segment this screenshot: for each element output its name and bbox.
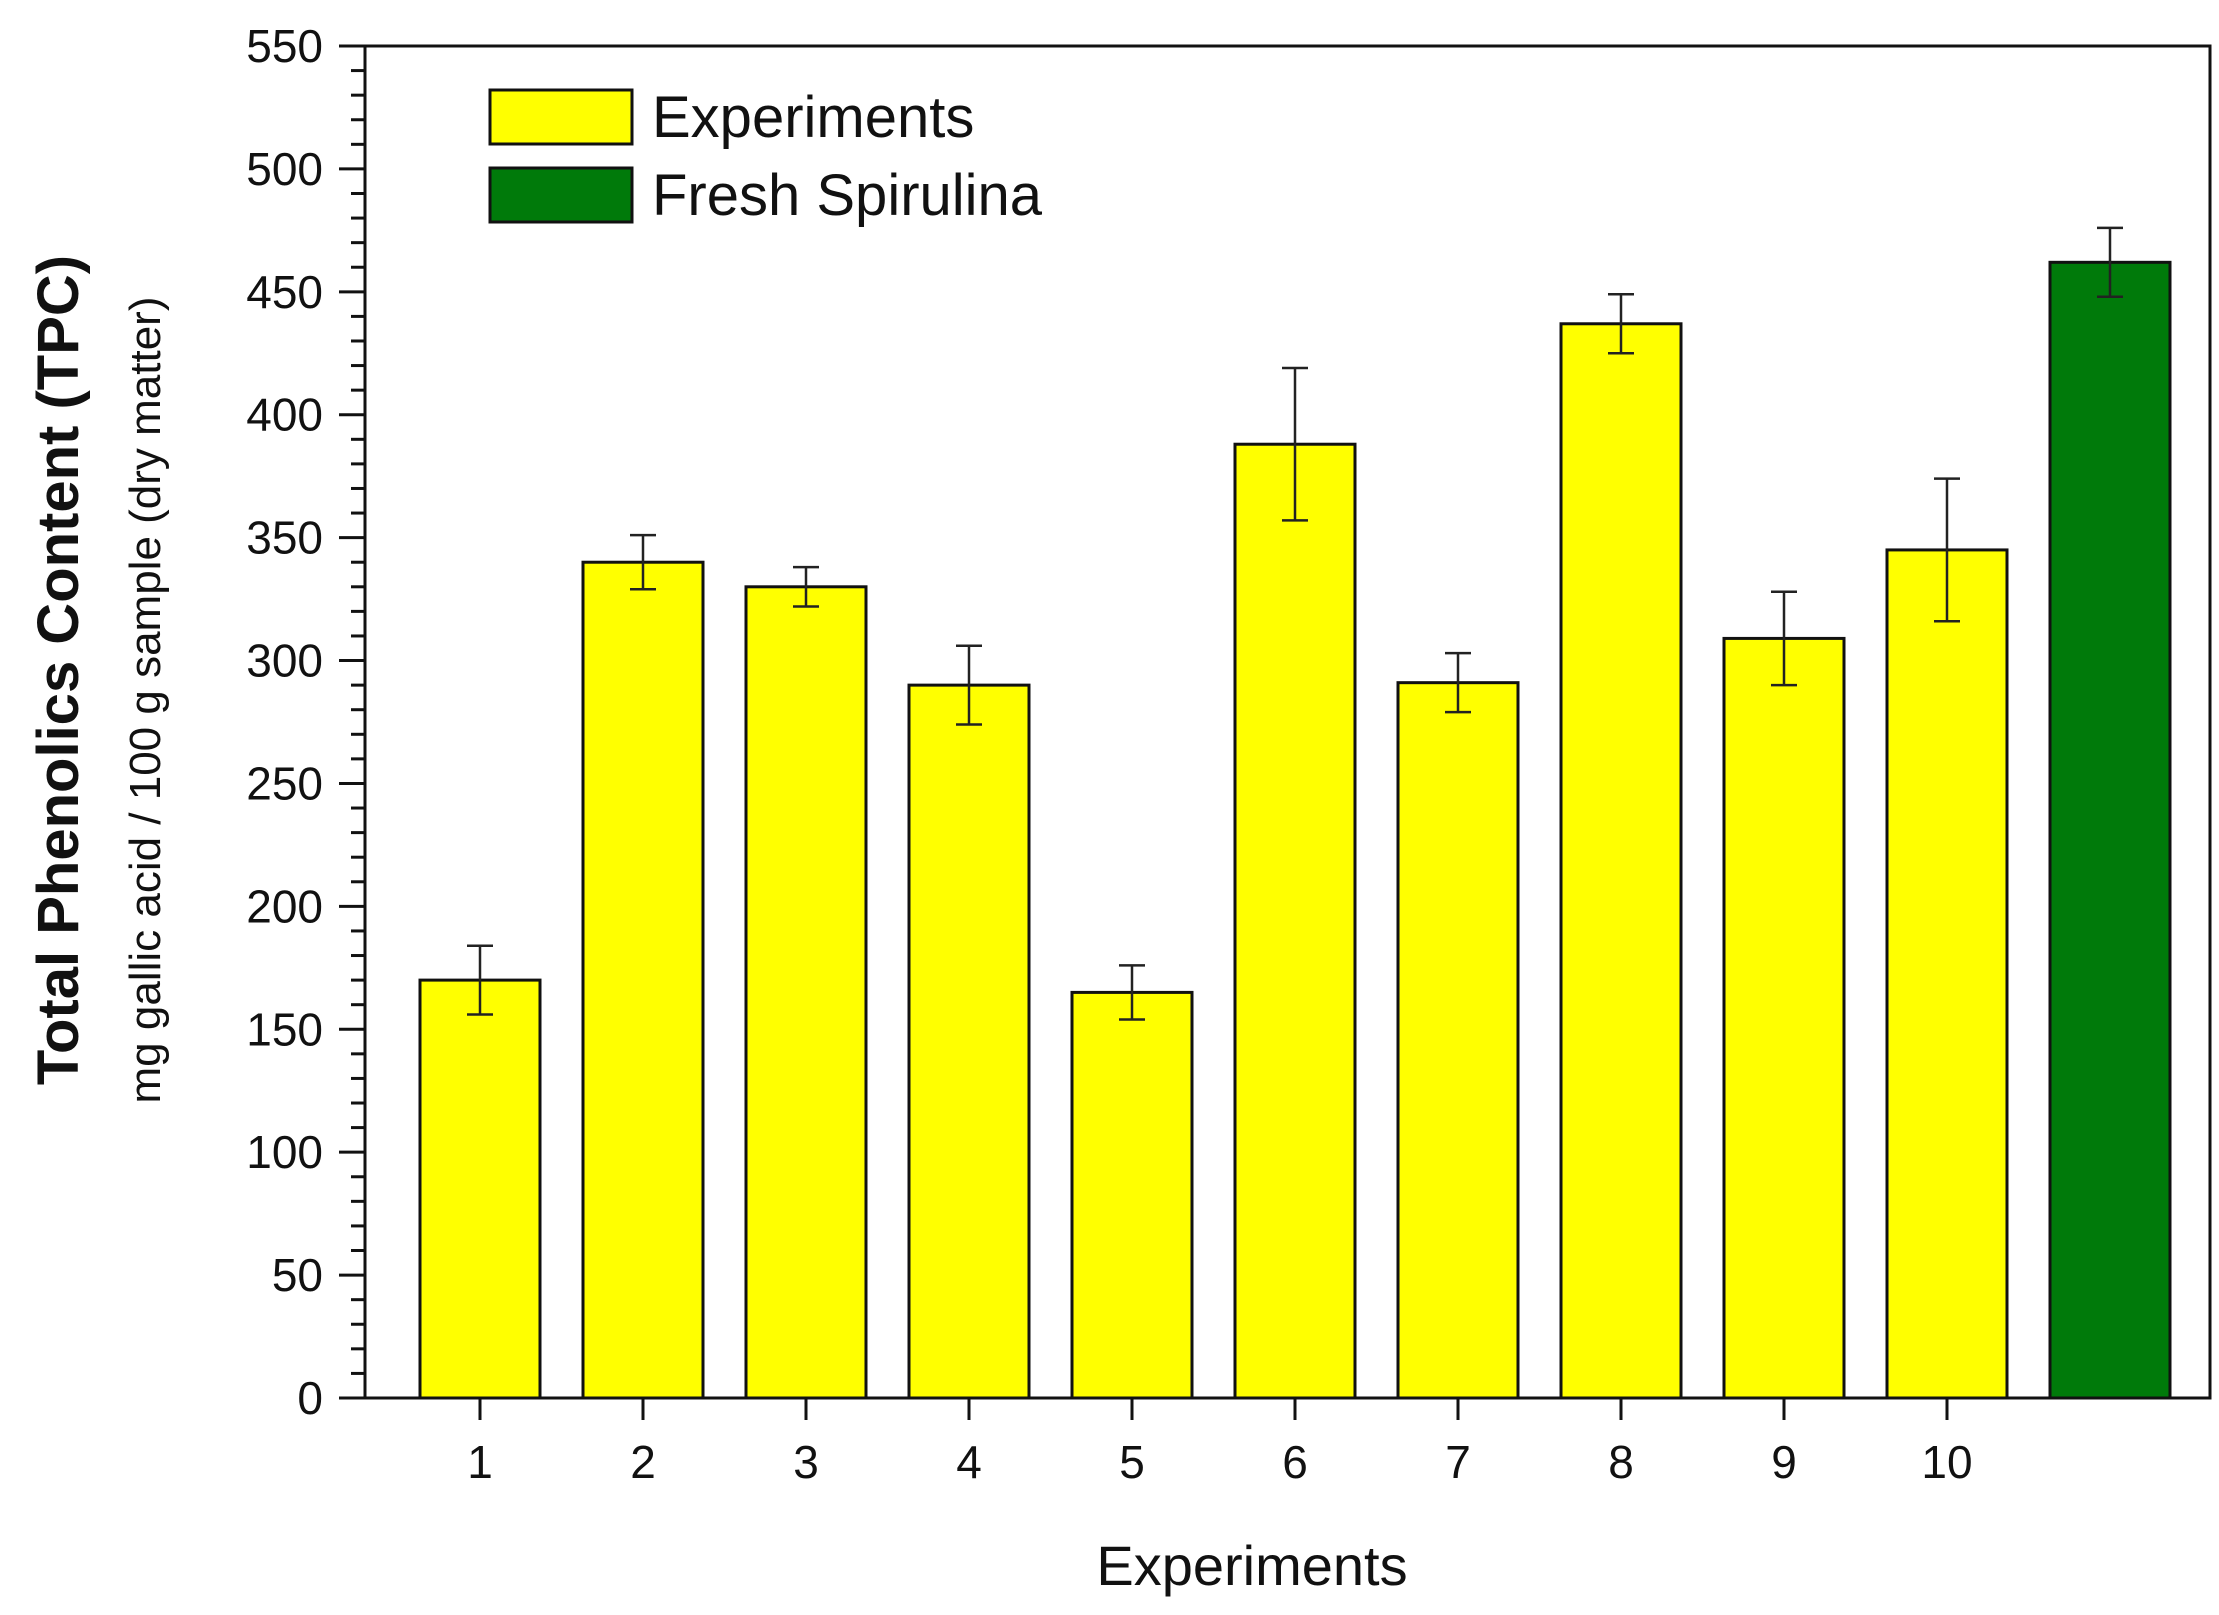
legend-label-fresh-spirulina: Fresh Spirulina <box>652 163 1043 228</box>
bar-experiment-3 <box>744 585 868 1400</box>
x-tick-label-3: 3 <box>793 1436 819 1488</box>
x-axis-ticks: 1 2 3 4 5 6 7 8 9 10 <box>467 1398 1973 1488</box>
bar-experiment-4 <box>907 683 1031 1400</box>
x-tick-label-4: 4 <box>956 1436 982 1488</box>
x-tick-label-8: 8 <box>1608 1436 1634 1488</box>
y-axis-subtitle: mg gallic acid / 100 g sample (dry matte… <box>121 297 170 1104</box>
bar-experiment-10 <box>1885 548 2009 1400</box>
x-tick-label-6: 6 <box>1282 1436 1308 1488</box>
legend: Experiments Fresh Spirulina <box>488 85 1043 228</box>
bar-experiment-7 <box>1396 681 1520 1400</box>
y-axis-title: Total Phenolics Content (TPC) <box>26 255 91 1085</box>
legend-label-experiments: Experiments <box>652 85 974 150</box>
y-tick-label-150: 150 <box>246 1003 323 1055</box>
bar-experiment-5 <box>1070 990 1194 1400</box>
bar-experiment-9 <box>1722 636 1846 1400</box>
bar-experiment-6 <box>1233 442 1357 1400</box>
error-bars-group <box>467 226 2123 1021</box>
plot-frame <box>363 44 2212 1400</box>
y-tick-label-200: 200 <box>246 880 323 932</box>
y-tick-label-400: 400 <box>246 389 323 441</box>
bar-experiment-2 <box>581 560 705 1400</box>
bar-experiment-8 <box>1559 322 1683 1400</box>
y-tick-label-350: 350 <box>246 512 323 564</box>
y-tick-label-450: 450 <box>246 266 323 318</box>
x-tick-label-5: 5 <box>1119 1436 1145 1488</box>
x-axis-title: Experiments <box>1096 1534 1407 1597</box>
y-tick-label-50: 50 <box>272 1249 323 1301</box>
legend-swatch-experiments <box>488 88 634 146</box>
y-tick-label-300: 300 <box>246 635 323 687</box>
y-tick-label-500: 500 <box>246 143 323 195</box>
x-tick-label-10: 10 <box>1921 1436 1972 1488</box>
x-tick-label-2: 2 <box>630 1436 656 1488</box>
x-tick-label-1: 1 <box>467 1436 493 1488</box>
bar-experiment-1 <box>418 978 542 1400</box>
y-tick-label-0: 0 <box>297 1372 323 1424</box>
y-tick-label-250: 250 <box>246 757 323 809</box>
bar-fresh-spirulina <box>2048 260 2172 1400</box>
y-tick-label-550: 550 <box>246 20 323 72</box>
legend-swatch-fresh-spirulina <box>488 166 634 224</box>
x-tick-label-9: 9 <box>1771 1436 1797 1488</box>
y-tick-label-100: 100 <box>246 1126 323 1178</box>
y-axis-ticks: 0 50 100 150 200 250 300 350 400 450 500 550 <box>246 20 365 1424</box>
x-tick-label-7: 7 <box>1445 1436 1471 1488</box>
